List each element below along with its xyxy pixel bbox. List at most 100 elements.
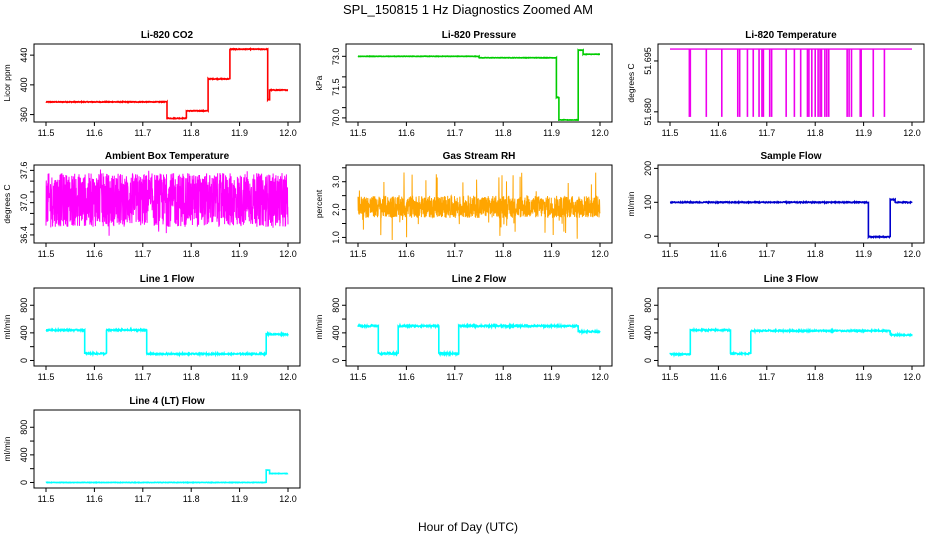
x-tick-label: 11.8 [183, 494, 200, 504]
panel-9: Line 4 (LT) Flow ml/min 11.5 11.6 11.7 11.8 11… [2, 396, 301, 504]
plot-frame [657, 164, 925, 244]
plot-frame [33, 287, 301, 367]
y-axis-label: ml/min [314, 314, 324, 339]
y-axis-label: ml/min [2, 436, 12, 461]
x-tick-label: 12.0 [279, 494, 297, 504]
plot-frame [657, 287, 925, 367]
y-tick-label: 100 [643, 195, 653, 210]
y-tick-label: 800 [643, 298, 653, 313]
x-tick-label: 11.9 [231, 372, 248, 382]
y-axis-label: ml/min [626, 314, 636, 339]
y-tick-label: 36.4 [19, 226, 29, 244]
x-tick-label: 11.6 [710, 249, 727, 259]
x-tick-label: 11.6 [86, 372, 103, 382]
y-tick-label: 400 [19, 325, 29, 340]
figure-title: SPL_150815 1 Hz Diagnostics Zoomed AM [343, 2, 593, 17]
x-tick-label: 11.5 [350, 372, 367, 382]
panel-title: Line 4 (LT) Flow [129, 396, 205, 407]
x-tick-label: 11.8 [495, 372, 512, 382]
series-line [357, 322, 601, 358]
x-tick-label: 11.7 [446, 372, 463, 382]
x-tick-label: 11.8 [807, 249, 824, 259]
x-tick-label: 11.6 [710, 128, 727, 138]
series-group [45, 46, 289, 121]
panel-5: Sample Flow ml/min 11.5 11.6 11.7 11.8 11.9 12.… [626, 151, 925, 259]
x-tick-label: 11.6 [86, 249, 103, 259]
series-group [669, 326, 913, 358]
plot-frame [345, 43, 613, 123]
x-tick-label: 11.5 [38, 494, 55, 504]
y-tick-label: 3.0 [331, 175, 341, 188]
x-tick-label: 12.0 [903, 372, 921, 382]
series-group [670, 48, 912, 117]
y-axis-label: ml/min [626, 191, 636, 216]
x-tick-label: 11.6 [398, 372, 415, 382]
y-tick-label: 400 [19, 447, 29, 462]
x-tick-label: 11.9 [855, 128, 872, 138]
plot-frame [33, 43, 301, 123]
x-tick-label: 11.6 [398, 249, 415, 259]
x-tick-label: 11.5 [662, 372, 679, 382]
x-tick-label: 12.0 [903, 128, 921, 138]
plot-frame [345, 287, 613, 367]
x-tick-label: 12.0 [903, 249, 921, 259]
y-tick-label: 0 [643, 358, 653, 363]
x-tick-label: 11.9 [543, 249, 560, 259]
series-line [45, 46, 289, 121]
x-tick-label: 11.6 [398, 128, 415, 138]
series-line [45, 468, 289, 485]
y-tick-label: 0 [19, 358, 29, 363]
y-tick-label: 800 [19, 298, 29, 313]
x-tick-label: 11.8 [183, 372, 200, 382]
plot-frame [33, 164, 301, 244]
y-tick-label: 1.0 [331, 231, 341, 244]
y-tick-label: 360 [19, 107, 29, 122]
y-tick-label: 200 [643, 161, 653, 176]
x-tick-label: 11.5 [662, 128, 679, 138]
x-tick-label: 11.8 [495, 128, 512, 138]
x-tick-label: 11.7 [134, 249, 151, 259]
y-axis-label: Licor ppm [2, 64, 12, 101]
panel-4: Gas Stream RH percent 11.5 11.6 11.7 11.8 11.9… [314, 151, 613, 259]
x-tick-label: 12.0 [591, 372, 609, 382]
x-tick-label: 11.5 [662, 249, 679, 259]
x-tick-label: 11.5 [38, 128, 55, 138]
y-axis-label: percent [314, 189, 324, 218]
y-tick-label: 37.0 [19, 194, 29, 212]
plot-frame [33, 409, 301, 489]
panel-title: Gas Stream RH [443, 151, 516, 162]
x-tick-label: 11.9 [855, 372, 872, 382]
panel-3: Ambient Box Temperature degrees C 11.5 11.6… [2, 151, 301, 259]
x-tick-label: 11.7 [758, 249, 775, 259]
x-tick-label: 11.5 [38, 249, 55, 259]
panel-title: Li-820 Pressure [442, 30, 517, 41]
series-line [45, 326, 289, 358]
x-tick-label: 11.7 [134, 128, 151, 138]
x-tick-label: 11.8 [183, 128, 200, 138]
panel-8: Line 3 Flow ml/min 11.5 11.6 11.7 11.8 11.9 12.… [626, 274, 925, 382]
y-tick-label: 800 [19, 420, 29, 435]
x-tick-label: 11.7 [446, 128, 463, 138]
x-tick-label: 11.8 [807, 128, 824, 138]
series-group [357, 322, 601, 358]
x-tick-label: 12.0 [591, 249, 609, 259]
figure-xlabel: Hour of Day (UTC) [418, 520, 518, 534]
x-tick-label: 11.9 [231, 249, 248, 259]
panel-1: Li-820 Pressure kPa 11.5 11.6 11.7 11.8 11.9 12… [314, 30, 613, 138]
series-line [45, 169, 289, 236]
plot-frame [657, 43, 925, 123]
y-tick-label: 0 [331, 358, 341, 363]
panel-title: Li-820 CO2 [141, 30, 194, 41]
x-tick-label: 11.7 [758, 128, 775, 138]
x-tick-label: 11.8 [183, 249, 200, 259]
x-tick-label: 11.5 [38, 372, 55, 382]
x-tick-label: 11.7 [446, 249, 463, 259]
y-tick-label: 400 [643, 325, 653, 340]
series-line [357, 172, 601, 241]
y-axis-label: kPa [314, 75, 324, 90]
x-tick-label: 12.0 [591, 128, 609, 138]
y-axis-label: degrees C [2, 184, 12, 223]
x-tick-label: 11.7 [134, 494, 151, 504]
y-tick-label: 37.6 [19, 162, 29, 180]
